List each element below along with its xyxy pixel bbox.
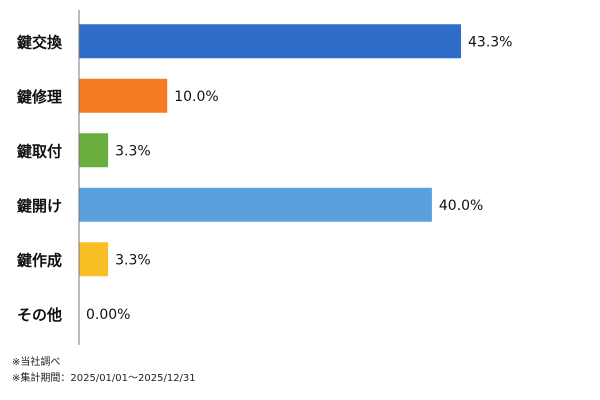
value-label: 10.0% <box>174 89 218 105</box>
bar <box>79 24 461 59</box>
value-label: 3.3% <box>115 252 151 268</box>
category-label: 鍵取付 <box>17 142 62 160</box>
note-source: ※当社調べ <box>12 357 61 368</box>
plot-area: 鍵交換 43.3% 鍵修理 10.0% 鍵取付 3.3% 鍵開け 40.0% 鍵作成 3.3% その… <box>17 10 512 345</box>
category-label: その他 <box>17 306 62 324</box>
bar <box>79 187 432 222</box>
bar <box>79 78 168 113</box>
category-label: 鍵交換 <box>17 33 63 51</box>
chart-notes: ※当社調べ ※集計期間：2025/01/01～2025/12/31 <box>12 355 196 387</box>
value-label: 40.0% <box>439 198 483 214</box>
value-label: 43.3% <box>468 34 512 50</box>
bar <box>79 133 109 168</box>
note-period: ※集計期間：2025/01/01～2025/12/31 <box>12 373 196 384</box>
value-label: 0.00% <box>86 307 130 323</box>
category-label: 鍵作成 <box>17 251 62 269</box>
category-label: 鍵修理 <box>17 88 62 106</box>
value-label: 3.3% <box>115 143 151 159</box>
bar <box>79 242 109 277</box>
category-label: 鍵開け <box>17 197 62 215</box>
